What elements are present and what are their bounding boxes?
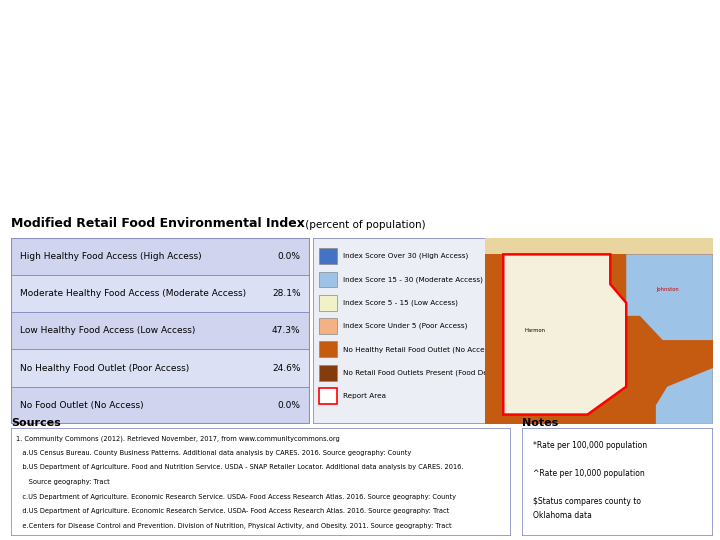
Text: Johnston: Johnston — [656, 287, 679, 292]
Text: d.US Department of Agriculture. Economic Research Service. USDA- Food Access Res: d.US Department of Agriculture. Economic… — [16, 508, 449, 514]
Text: a.US Census Bureau. County Business Patterns. Additional data analysis by CARES.: a.US Census Bureau. County Business Patt… — [16, 450, 411, 456]
Bar — [319, 341, 337, 357]
Text: 47.3%: 47.3% — [272, 326, 301, 335]
Bar — [319, 295, 337, 310]
Text: Oklahoma data: Oklahoma data — [534, 511, 593, 520]
Bar — [319, 272, 337, 287]
Text: No Healthy Retail Food Outlet (No Access): No Healthy Retail Food Outlet (No Access… — [343, 346, 495, 353]
Text: No Retail Food Outlets Present (Food Desert): No Retail Food Outlets Present (Food Des… — [343, 369, 505, 376]
Bar — [485, 238, 713, 254]
Text: *Rate per 100,000 population: *Rate per 100,000 population — [534, 441, 647, 450]
Text: (percent of population): (percent of population) — [302, 220, 426, 230]
Text: ^Rate per 10,000 population: ^Rate per 10,000 population — [534, 469, 645, 478]
Polygon shape — [503, 254, 626, 415]
Text: Modified Retail Food Environmental Index: Modified Retail Food Environmental Index — [11, 217, 305, 230]
Text: 28.1%: 28.1% — [272, 289, 301, 298]
Bar — [319, 318, 337, 334]
Text: 1. Community Commons (2012). Retrieved November, 2017, from www.communitycommons: 1. Community Commons (2012). Retrieved N… — [16, 435, 340, 442]
Bar — [319, 388, 337, 404]
Text: High Healthy Food Access (High Access): High Healthy Food Access (High Access) — [19, 252, 202, 261]
Bar — [319, 364, 337, 381]
Text: $Status compares county to: $Status compares county to — [534, 497, 642, 506]
Text: Index Score Under 5 (Poor Access): Index Score Under 5 (Poor Access) — [343, 323, 467, 329]
Text: No Healthy Food Outlet (Poor Access): No Healthy Food Outlet (Poor Access) — [19, 363, 189, 373]
Bar — [319, 248, 337, 264]
Text: No Food Outlet (No Access): No Food Outlet (No Access) — [19, 401, 143, 410]
Text: 0.0%: 0.0% — [278, 252, 301, 261]
Text: Source geography: Tract: Source geography: Tract — [16, 479, 109, 485]
Text: Moderate Healthy Food Access (Moderate Access): Moderate Healthy Food Access (Moderate A… — [19, 289, 246, 298]
Text: Index Score Over 30 (High Access): Index Score Over 30 (High Access) — [343, 253, 469, 260]
Text: 0.0%: 0.0% — [278, 401, 301, 410]
Text: 24.6%: 24.6% — [272, 363, 301, 373]
Text: Notes: Notes — [522, 417, 558, 428]
Text: Low Healthy Food Access (Low Access): Low Healthy Food Access (Low Access) — [19, 326, 195, 335]
Text: Sources: Sources — [11, 417, 60, 428]
Text: e.Centers for Disease Control and Prevention. Division of Nutrition, Physical Ac: e.Centers for Disease Control and Preven… — [16, 523, 451, 529]
Text: c.US Department of Agriculture. Economic Research Service. USDA- Food Access Res: c.US Department of Agriculture. Economic… — [16, 494, 456, 500]
Text: Index Score 15 - 30 (Moderate Access): Index Score 15 - 30 (Moderate Access) — [343, 276, 483, 283]
Text: Harmon: Harmon — [525, 328, 546, 333]
Text: b.US Department of Agriculture. Food and Nutrition Service. USDA - SNAP Retailer: b.US Department of Agriculture. Food and… — [16, 464, 463, 470]
Text: Report Area: Report Area — [343, 393, 386, 399]
Polygon shape — [656, 368, 713, 424]
Polygon shape — [626, 254, 713, 340]
Text: Index Score 5 - 15 (Low Access): Index Score 5 - 15 (Low Access) — [343, 300, 458, 306]
